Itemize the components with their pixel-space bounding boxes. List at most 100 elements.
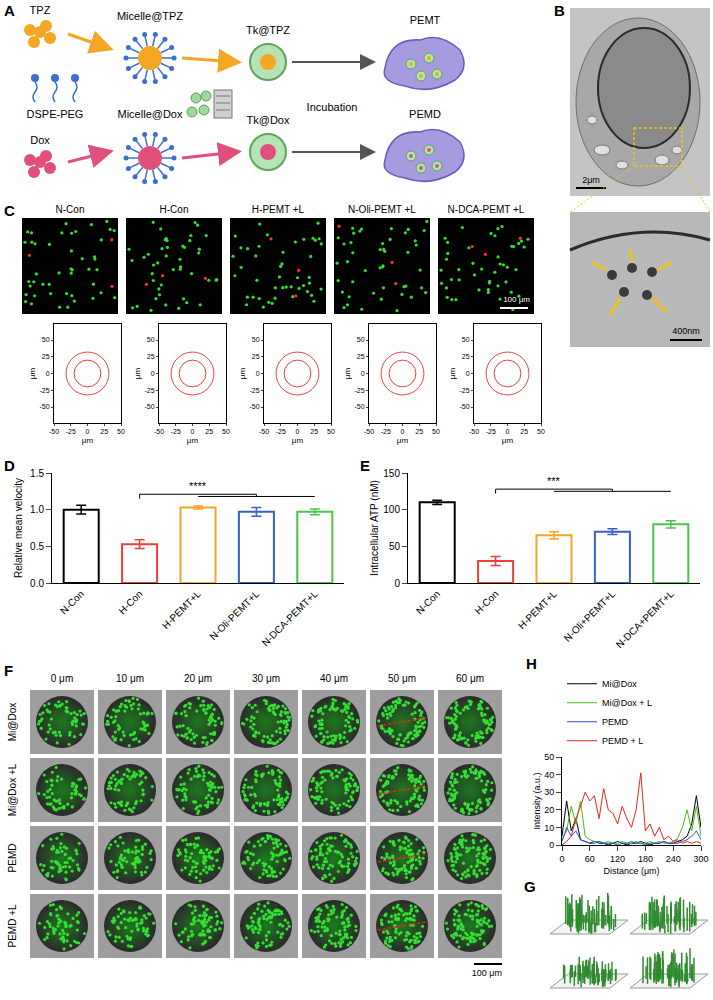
svg-text:25: 25	[415, 428, 423, 435]
svg-text:50: 50	[357, 336, 365, 343]
svg-text:H-PEMT+L: H-PEMT+L	[516, 588, 559, 631]
svg-text:-50: -50	[469, 428, 479, 435]
svg-text:N-DCA-PEMT +L: N-DCA-PEMT +L	[448, 204, 525, 215]
svg-text:-25: -25	[276, 428, 286, 435]
svg-text:-50: -50	[154, 428, 164, 435]
svg-text:25: 25	[462, 353, 470, 360]
svg-text:30 μm: 30 μm	[252, 673, 280, 684]
svg-text:50 μm: 50 μm	[388, 673, 416, 684]
svg-text:0: 0	[559, 854, 564, 864]
svg-text:25: 25	[100, 428, 108, 435]
svg-text:0: 0	[256, 370, 260, 377]
svg-text:-25: -25	[354, 387, 364, 394]
svg-text:0.5: 0.5	[30, 541, 44, 552]
svg-text:0: 0	[549, 840, 554, 850]
svg-text:50: 50	[537, 428, 545, 435]
svg-text:-50: -50	[459, 403, 469, 410]
svg-text:1.5: 1.5	[30, 468, 44, 479]
svg-text:PEMD: PEMD	[7, 844, 18, 873]
svg-text:25: 25	[520, 428, 528, 435]
svg-text:H-PEMT+L: H-PEMT+L	[160, 588, 203, 631]
svg-text:25: 25	[147, 353, 155, 360]
svg-text:240: 240	[666, 854, 681, 864]
svg-text:300: 300	[693, 854, 708, 864]
svg-text:100 μm: 100 μm	[472, 968, 502, 978]
svg-text:60 μm: 60 μm	[456, 673, 484, 684]
svg-text:-50: -50	[364, 428, 374, 435]
svg-text:Mi@Dox + L: Mi@Dox + L	[602, 698, 652, 708]
svg-text:PEMD +L: PEMD +L	[7, 904, 18, 948]
svg-text:0: 0	[191, 428, 195, 435]
svg-text:50: 50	[432, 428, 440, 435]
svg-text:180: 180	[638, 854, 653, 864]
svg-text:Tk@Dox: Tk@Dox	[247, 114, 290, 126]
svg-text:μm: μm	[502, 436, 514, 445]
svg-text:N-DCA+PEMT+L: N-DCA+PEMT+L	[614, 588, 676, 650]
svg-text:40: 40	[544, 770, 554, 780]
svg-text:N-Oli-PEMT +L: N-Oli-PEMT +L	[348, 204, 416, 215]
svg-text:PEMT: PEMT	[410, 14, 441, 26]
svg-text:30: 30	[544, 787, 554, 797]
svg-text:2μm: 2μm	[582, 175, 600, 185]
svg-text:-50: -50	[49, 428, 59, 435]
svg-text:-50: -50	[39, 403, 49, 410]
svg-text:-25: -25	[39, 387, 49, 394]
svg-text:0 μm: 0 μm	[51, 673, 73, 684]
svg-text:μm: μm	[343, 368, 352, 380]
svg-text:0: 0	[86, 428, 90, 435]
svg-text:DSPE-PEG: DSPE-PEG	[27, 108, 84, 120]
svg-text:Mi@Dox +L: Mi@Dox +L	[7, 763, 18, 816]
svg-text:N-Oli-PEMT+L: N-Oli-PEMT+L	[207, 588, 261, 642]
svg-text:μm: μm	[238, 368, 247, 380]
svg-text:N-DCA-PEMT+L: N-DCA-PEMT+L	[260, 588, 321, 649]
svg-text:25: 25	[357, 353, 365, 360]
svg-text:120: 120	[610, 854, 625, 864]
svg-text:-25: -25	[381, 428, 391, 435]
svg-text:μm: μm	[133, 368, 142, 380]
svg-text:50: 50	[222, 428, 230, 435]
svg-text:N-Con: N-Con	[414, 588, 442, 616]
svg-text:N-Con: N-Con	[56, 204, 85, 215]
svg-text:0: 0	[466, 370, 470, 377]
svg-text:-50: -50	[144, 403, 154, 410]
svg-text:0.0: 0.0	[30, 578, 44, 589]
svg-text:Tk@TPZ: Tk@TPZ	[246, 24, 290, 36]
svg-text:PEMD + L: PEMD + L	[602, 736, 643, 746]
svg-text:Micelle@Dox: Micelle@Dox	[118, 108, 183, 120]
svg-text:***: ***	[547, 475, 561, 487]
svg-text:-25: -25	[249, 387, 259, 394]
svg-text:50: 50	[147, 336, 155, 343]
svg-text:μm: μm	[28, 368, 37, 380]
svg-text:20: 20	[544, 805, 554, 815]
svg-text:-25: -25	[66, 428, 76, 435]
svg-text:Dox: Dox	[30, 134, 50, 146]
svg-text:0: 0	[401, 428, 405, 435]
svg-text:μm: μm	[292, 436, 304, 445]
svg-text:25: 25	[42, 353, 50, 360]
svg-text:****: ****	[189, 480, 207, 492]
svg-text:-25: -25	[171, 428, 181, 435]
svg-text:PEMD: PEMD	[602, 717, 629, 727]
svg-text:-25: -25	[459, 387, 469, 394]
svg-text:400nm: 400nm	[672, 326, 700, 336]
svg-text:-50: -50	[259, 428, 269, 435]
svg-text:50: 50	[42, 336, 50, 343]
svg-text:60: 60	[585, 854, 595, 864]
svg-text:0: 0	[506, 428, 510, 435]
svg-text:PEMD: PEMD	[409, 108, 441, 120]
svg-text:Mi@Dox: Mi@Dox	[602, 679, 637, 689]
svg-text:-50: -50	[249, 403, 259, 410]
svg-text:50: 50	[252, 336, 260, 343]
svg-text:0: 0	[361, 370, 365, 377]
svg-text:100: 100	[383, 504, 400, 515]
svg-text:-50: -50	[354, 403, 364, 410]
svg-text:25: 25	[310, 428, 318, 435]
svg-text:Mi@Dox: Mi@Dox	[7, 703, 18, 742]
svg-text:H-Con: H-Con	[116, 588, 144, 616]
svg-text:Distance (μm): Distance (μm)	[603, 866, 659, 876]
svg-text:N-Con: N-Con	[58, 588, 86, 616]
svg-text:-25: -25	[144, 387, 154, 394]
svg-text:40 μm: 40 μm	[320, 673, 348, 684]
svg-text:Incubation: Incubation	[307, 101, 358, 113]
svg-text:H-Con: H-Con	[160, 204, 189, 215]
